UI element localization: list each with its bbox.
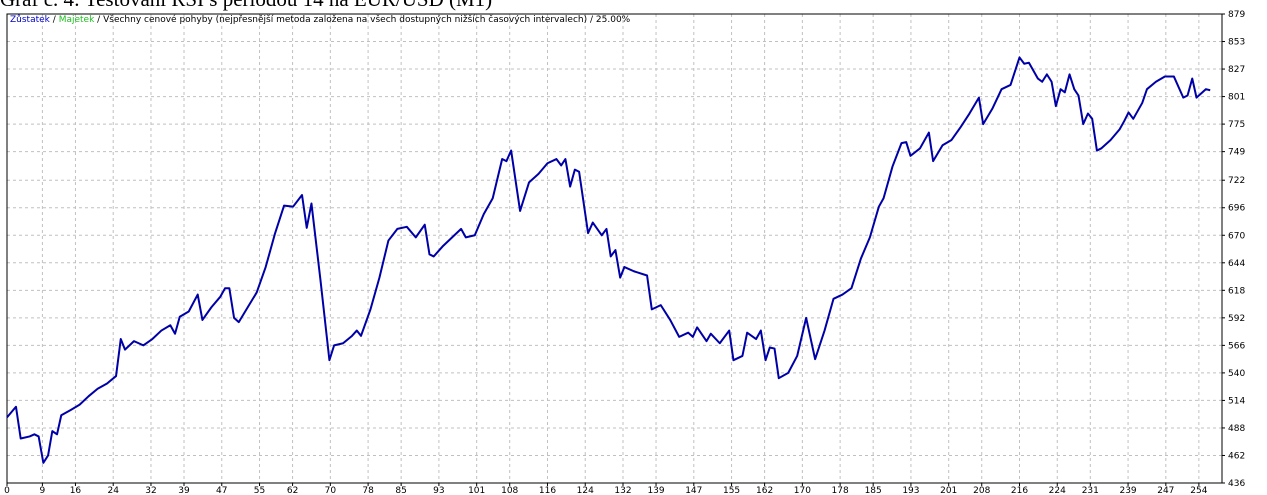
x-tick-label: 9 bbox=[40, 486, 46, 495]
x-tick-label: 162 bbox=[756, 486, 773, 495]
y-tick-label: 462 bbox=[1228, 451, 1245, 461]
y-tick-label: 618 bbox=[1228, 286, 1245, 296]
y-tick-label: 801 bbox=[1228, 93, 1245, 103]
x-tick-label: 85 bbox=[395, 486, 406, 495]
legend-separator: / bbox=[590, 15, 594, 25]
x-tick-label: 254 bbox=[1190, 486, 1207, 495]
x-tick-label: 132 bbox=[614, 486, 631, 495]
legend-equity: Majetek bbox=[59, 15, 95, 25]
legend-separator: / bbox=[53, 15, 57, 25]
x-tick-label: 116 bbox=[539, 486, 556, 495]
legend-quality: 25.00% bbox=[596, 15, 631, 25]
x-tick-label: 247 bbox=[1157, 486, 1174, 495]
y-tick-label: 853 bbox=[1228, 38, 1245, 48]
plot-frame bbox=[6, 13, 1223, 484]
legend-balance: Zůstatek bbox=[10, 14, 51, 25]
x-tick-label: 185 bbox=[865, 486, 882, 495]
y-tick-label: 749 bbox=[1228, 148, 1245, 158]
x-tick-label: 239 bbox=[1119, 486, 1136, 495]
x-tick-label: 193 bbox=[902, 486, 919, 495]
x-tick-label: 170 bbox=[794, 486, 811, 495]
x-tick-label: 155 bbox=[723, 486, 740, 495]
x-tick-label: 216 bbox=[1011, 486, 1028, 495]
balance-line bbox=[6, 56, 1211, 464]
y-tick-label: 436 bbox=[1228, 479, 1245, 489]
x-tick-label: 32 bbox=[145, 486, 156, 495]
x-tick-label: 201 bbox=[940, 486, 957, 495]
x-tick-label: 208 bbox=[973, 486, 990, 495]
x-tick-label: 224 bbox=[1049, 486, 1066, 495]
x-tick-label: 39 bbox=[178, 486, 190, 495]
x-tick-label: 139 bbox=[647, 486, 664, 495]
y-tick-label: 827 bbox=[1228, 65, 1245, 75]
x-tick-label: 124 bbox=[577, 486, 594, 495]
y-tick-label: 879 bbox=[1228, 10, 1245, 20]
y-tick-label: 592 bbox=[1228, 314, 1245, 324]
x-tick-label: 147 bbox=[685, 486, 702, 495]
y-tick-label: 722 bbox=[1228, 176, 1245, 186]
y-tick-label: 670 bbox=[1228, 231, 1245, 241]
x-tick-label: 16 bbox=[70, 486, 82, 495]
y-tick-label: 775 bbox=[1228, 120, 1245, 130]
y-tick-label: 566 bbox=[1228, 341, 1245, 351]
legend: Zůstatek / Majetek / Všechny cenové pohy… bbox=[10, 14, 631, 25]
x-tick-label: 231 bbox=[1082, 486, 1099, 495]
x-tick-label: 55 bbox=[254, 486, 265, 495]
x-tick-label: 62 bbox=[287, 486, 298, 495]
legend-model: Všechny cenové pohyby (nejpřesnější meto… bbox=[103, 14, 587, 25]
x-tick-label: 70 bbox=[325, 486, 337, 495]
x-tick-label: 108 bbox=[501, 486, 518, 495]
y-tick-label: 514 bbox=[1228, 396, 1245, 406]
grid bbox=[6, 13, 1222, 484]
y-tick-label: 488 bbox=[1228, 424, 1245, 434]
x-tick-label: 24 bbox=[107, 486, 119, 495]
y-tick-label: 696 bbox=[1228, 204, 1245, 214]
x-tick-label: 47 bbox=[216, 486, 227, 495]
legend-separator: / bbox=[97, 15, 101, 25]
x-tick-label: 93 bbox=[433, 486, 444, 495]
x-tick-label: 101 bbox=[468, 486, 485, 495]
x-tick-label: 178 bbox=[832, 486, 849, 495]
x-tick-label: 78 bbox=[362, 486, 374, 495]
chart-title: Graf č. 4: Testování RSI s periodou 14 n… bbox=[0, 0, 492, 11]
y-tick-label: 644 bbox=[1228, 259, 1245, 269]
x-tick-label: 0 bbox=[4, 486, 10, 495]
y-tick-label: 540 bbox=[1228, 369, 1245, 379]
